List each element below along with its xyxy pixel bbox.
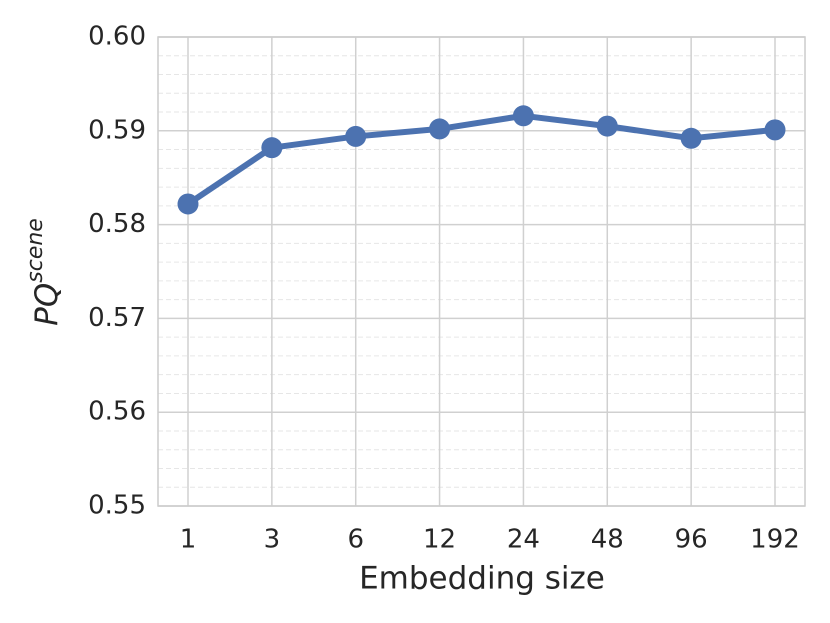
plot-frame [157, 36, 806, 507]
y-tick-label: 0.56 [88, 397, 146, 427]
x-axis-label: Embedding size [359, 561, 605, 597]
data-point [261, 137, 283, 159]
x-tick-label: 192 [750, 525, 800, 555]
x-tick-label: 6 [347, 525, 364, 555]
y-axis-label-superscript: scene [23, 218, 48, 283]
data-point [345, 125, 367, 147]
data-point [680, 127, 702, 149]
x-tick-label: 1 [180, 525, 197, 555]
x-tick-label: 12 [423, 525, 456, 555]
y-tick-label: 0.55 [88, 491, 146, 521]
data-point [764, 119, 786, 141]
x-tick-label: 48 [591, 525, 624, 555]
y-tick-label: 0.60 [88, 22, 146, 52]
data-point [429, 118, 451, 140]
y-axis-label: PQscene [23, 218, 65, 326]
y-tick-label: 0.57 [88, 303, 146, 333]
x-tick-label: 3 [264, 525, 281, 555]
data-point [512, 105, 534, 127]
y-axis-label-main: PQ [29, 283, 65, 326]
data-point [177, 193, 199, 215]
y-tick-label: 0.59 [88, 115, 146, 145]
data-point [596, 115, 618, 137]
y-tick-label: 0.58 [88, 209, 146, 239]
data-line [186, 112, 776, 207]
x-tick-label: 24 [507, 525, 540, 555]
x-tick-label: 96 [675, 525, 708, 555]
